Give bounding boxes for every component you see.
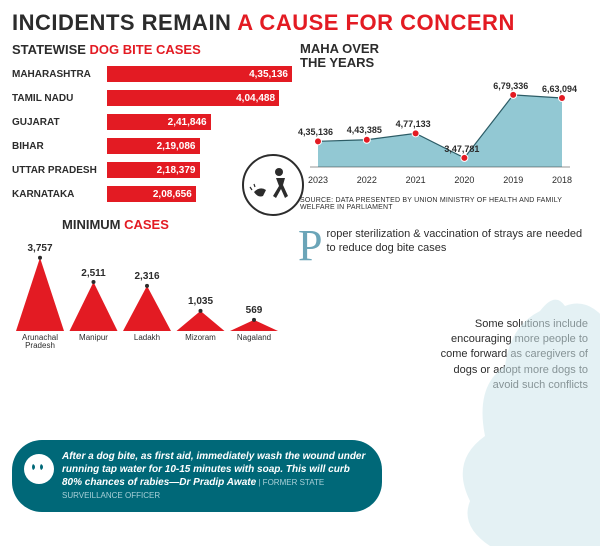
line-point-value: 4,77,133 — [396, 119, 431, 129]
triangle-label: Nagaland — [237, 334, 271, 343]
line-x-label: 2022 — [357, 175, 377, 185]
solution-text: Some solutions include encouraging more … — [428, 317, 588, 394]
line-x-label: 2021 — [406, 175, 426, 185]
line-point-value: 4,35,136 — [298, 127, 333, 137]
maha-line-chart: MAHA OVERTHE YEARS 4,35,136 2023 4,43,385 2… — [300, 42, 588, 211]
triangle-label: Manipur — [79, 334, 108, 343]
bar-row: MAHARASHTRA 4,35,136 — [12, 63, 292, 85]
title-prefix: INCIDENTS REMAIN — [12, 10, 237, 35]
line-point-value: 4,43,385 — [347, 125, 382, 135]
bar-value: 4,04,488 — [236, 93, 275, 104]
pullquote: Proper sterilization & vaccination of st… — [298, 227, 588, 257]
bar-value: 2,18,379 — [157, 165, 196, 176]
main-title: INCIDENTS REMAIN A CAUSE FOR CONCERN — [12, 10, 588, 36]
bar-label: BIHAR — [12, 141, 107, 152]
bar-row: TAMIL NADU 4,04,488 — [12, 87, 292, 109]
bar-value: 2,19,086 — [157, 141, 196, 152]
triangle-label: ArunachalPradesh — [22, 334, 58, 352]
quote-box: After a dog bite, as first aid, immediat… — [12, 440, 382, 512]
line-x-label: 2020 — [454, 175, 474, 185]
line-point-value: 3,47,781 — [444, 144, 479, 154]
line-x-label: 2019 — [503, 175, 523, 185]
triangle-value: 2,511 — [81, 268, 105, 279]
bar-row: GUJARAT 2,41,846 — [12, 111, 292, 133]
bar-value: 2,41,846 — [168, 117, 207, 128]
source-text: SOURCE: DATA PRESENTED BY UNION MINISTRY… — [300, 197, 588, 211]
dog-bite-icon — [242, 154, 304, 216]
quote-icon — [24, 454, 54, 484]
line-x-label: 2023 — [308, 175, 328, 185]
bar-label: GUJARAT — [12, 117, 107, 128]
triangle-value: 2,316 — [134, 271, 159, 282]
bar-value: 4,35,136 — [249, 69, 288, 80]
bar-label: TAMIL NADU — [12, 93, 107, 104]
title-red: A CAUSE FOR CONCERN — [237, 10, 515, 35]
bar-label: MAHARASHTRA — [12, 69, 107, 80]
bar-label: KARNATAKA — [12, 189, 107, 200]
min-title: MINIMUM CASES — [62, 217, 282, 232]
bar-label: UTTAR PRADESH — [12, 165, 107, 176]
bars-title: STATEWISE DOG BITE CASES — [12, 42, 292, 57]
minimum-cases-chart: MINIMUM CASES 3,757 ArunachalPradesh 2,511… — [12, 217, 282, 356]
line-point-value: 6,63,094 — [542, 84, 577, 94]
triangle-value: 1,035 — [188, 296, 213, 307]
drop-cap: P — [298, 227, 322, 264]
quote-text: After a dog bite, as first aid, immediat… — [62, 450, 368, 502]
line-point-value: 6,79,336 — [493, 81, 528, 91]
triangle-label: Mizoram — [185, 334, 216, 343]
triangle-label: Ladakh — [134, 334, 160, 343]
line-title: MAHA OVERTHE YEARS — [300, 42, 588, 71]
triangle-value: 3,757 — [27, 243, 52, 254]
line-x-label: 2018 — [552, 175, 572, 185]
bar-value: 2,08,656 — [153, 189, 192, 200]
triangle-value: 569 — [246, 305, 263, 316]
